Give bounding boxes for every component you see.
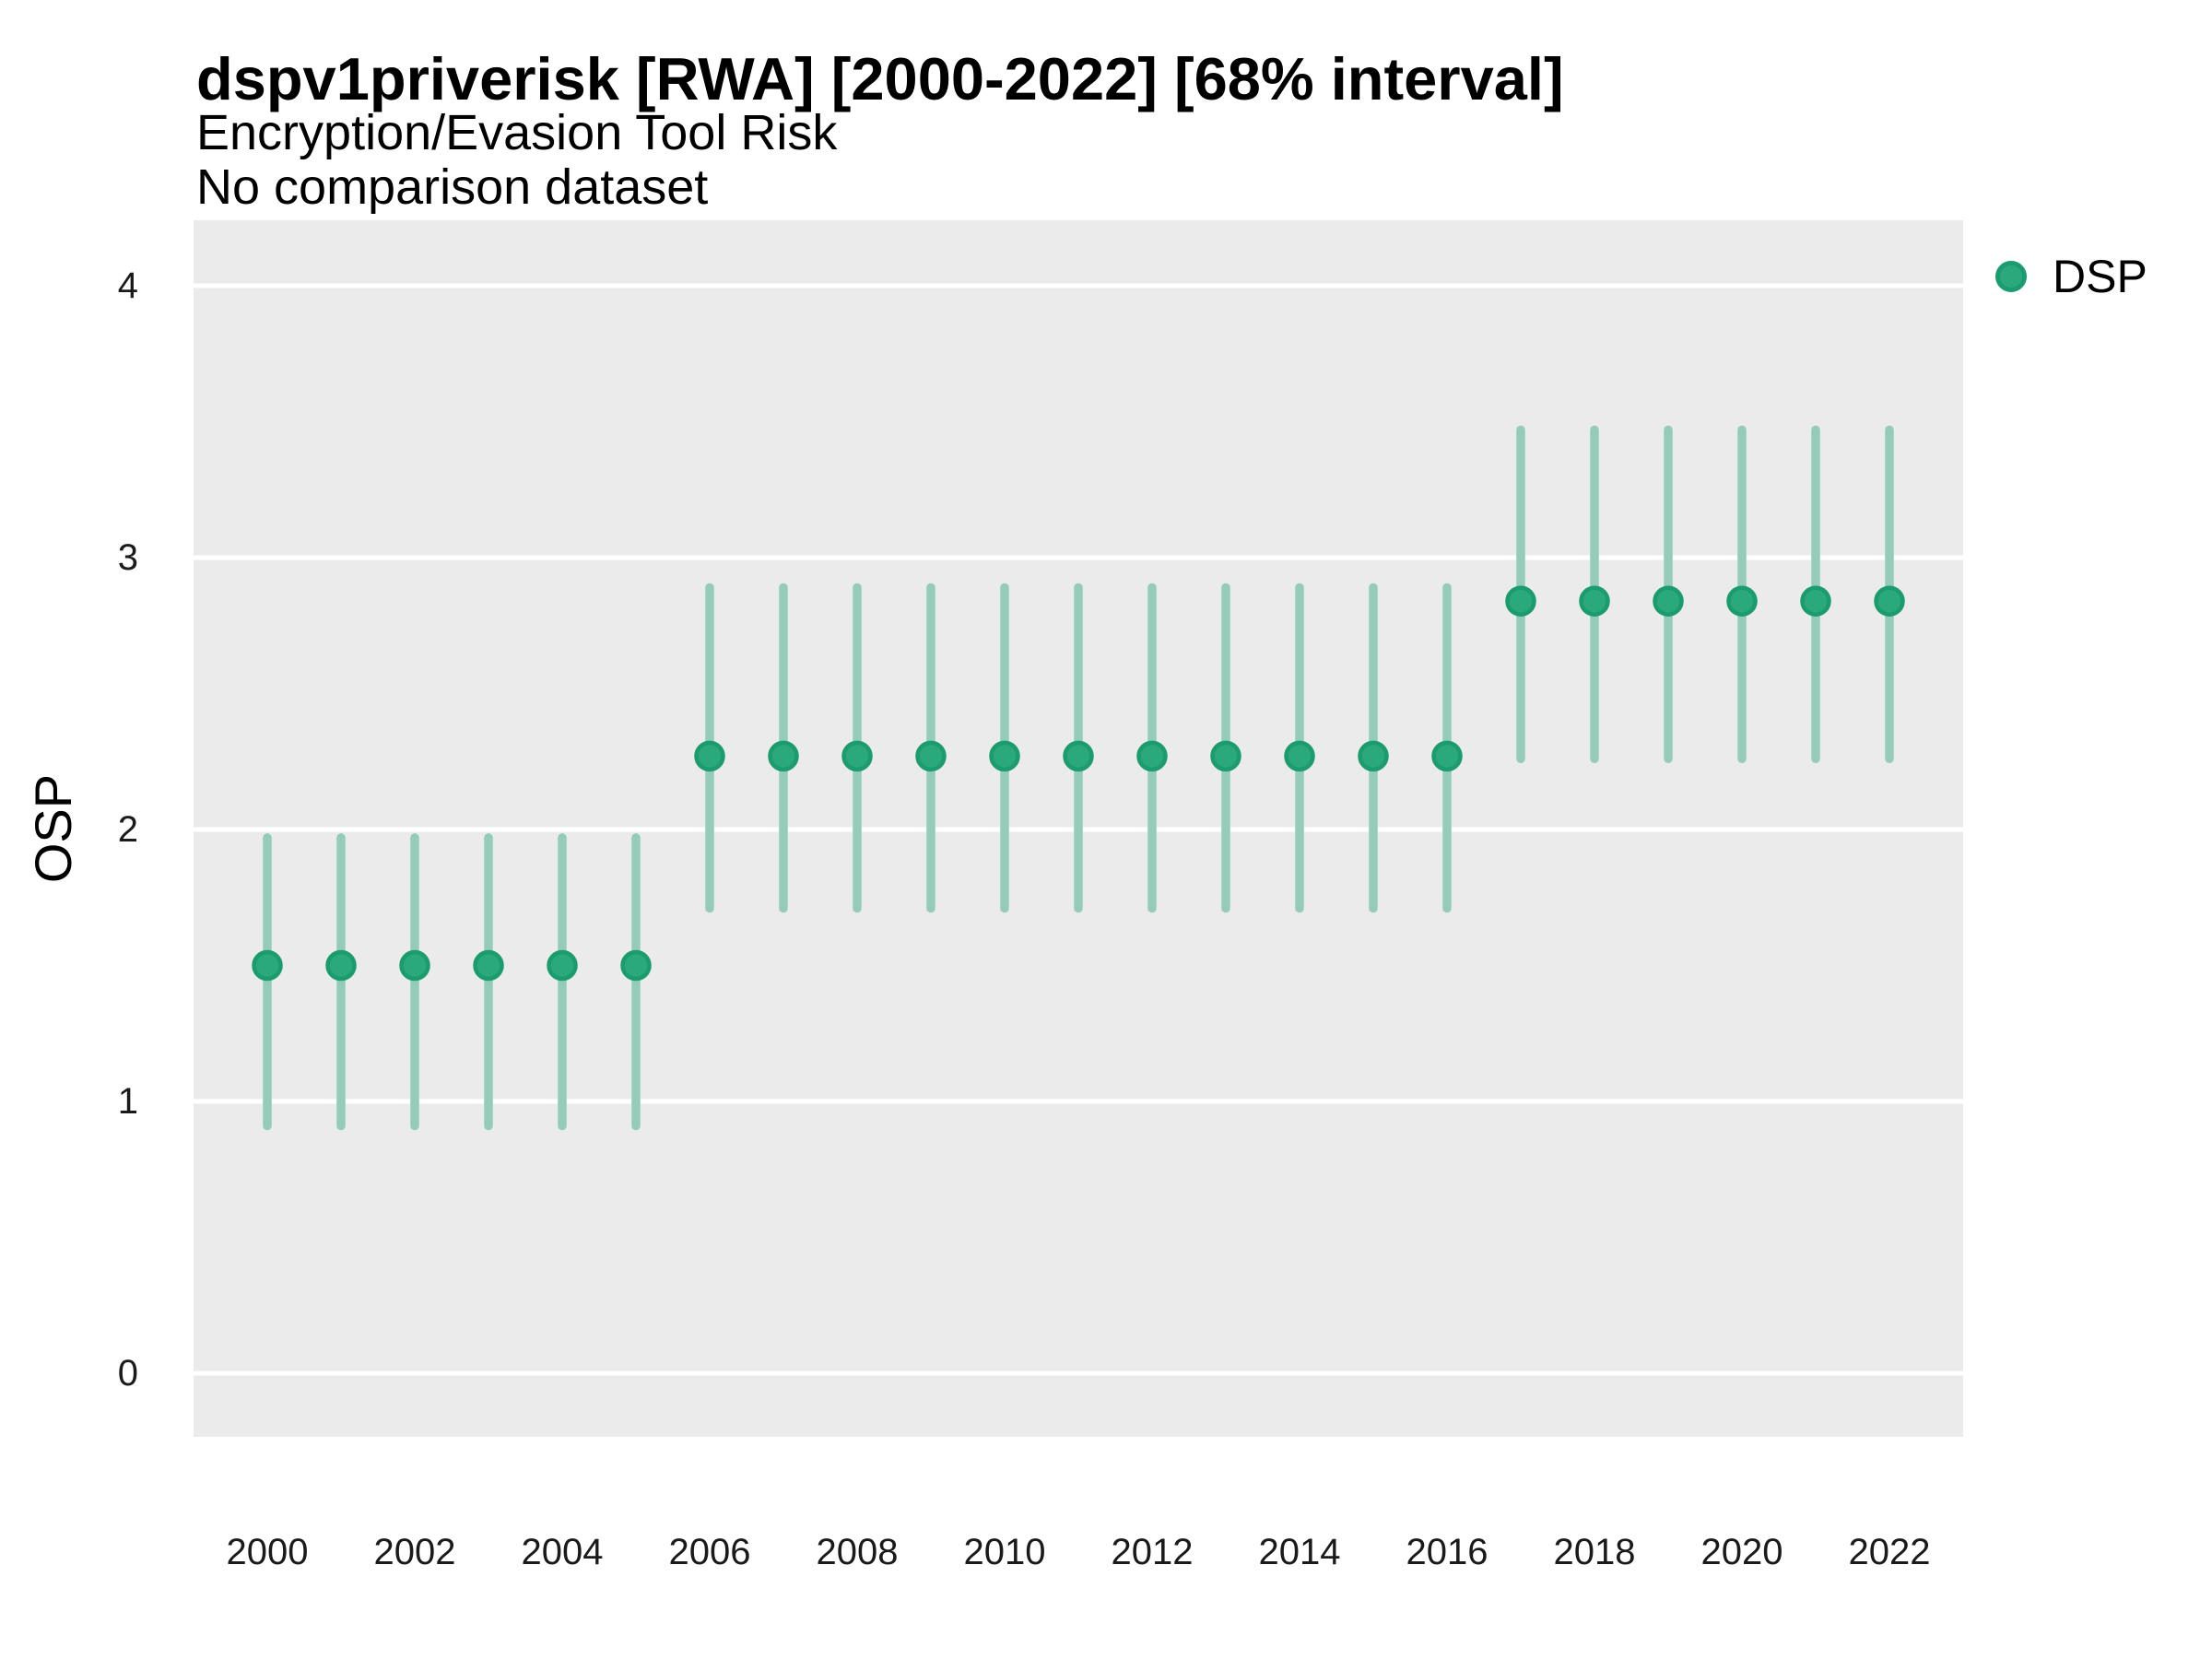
point-marker-2020 [1726,585,1758,617]
y-tick-label-3: 3 [117,537,138,578]
x-tick-label-2004: 2004 [521,1532,604,1572]
y-tick-label-2: 2 [117,809,138,850]
point-marker-2019 [1653,585,1684,617]
point-marker-2006 [694,740,725,772]
point-marker-2001 [325,949,357,982]
point-marker-2014 [1284,740,1315,772]
point-marker-2022 [1874,585,1905,617]
x-tick-label-2002: 2002 [373,1532,456,1572]
point-marker-2012 [1136,740,1168,772]
y-tick-label-0: 0 [117,1353,138,1394]
y-tick-label-1: 1 [117,1081,138,1122]
point-marker-2009 [915,740,947,772]
point-marker-2004 [547,949,578,982]
point-marker-2017 [1505,585,1536,617]
comparison-note: No comparison dataset [196,159,709,215]
point-marker-2002 [399,949,430,982]
y-tick-label-4: 4 [117,265,138,306]
x-tick-label-2016: 2016 [1406,1532,1488,1572]
point-marker-2003 [473,949,504,982]
legend-label-dsp: DSP [2053,251,2147,302]
point-marker-2007 [768,740,799,772]
point-marker-2021 [1800,585,1831,617]
point-marker-2015 [1358,740,1389,772]
point-marker-2005 [620,949,652,982]
pointrange-plot [194,283,1963,1376]
legend: DSP [1995,253,2212,316]
plot-panel [194,220,1963,1437]
point-marker-2016 [1431,740,1463,772]
chart-title: dspv1priverisk [RWA] [2000-2022] [68% in… [196,45,1564,112]
point-marker-2013 [1210,740,1241,772]
x-tick-label-2022: 2022 [1848,1532,1931,1572]
x-tick-label-2008: 2008 [816,1532,899,1572]
x-tick-label-2020: 2020 [1700,1532,1783,1572]
x-tick-label-2006: 2006 [668,1532,751,1572]
legend-marker-dsp-icon [1995,261,2027,292]
x-tick-label-2014: 2014 [1258,1532,1341,1572]
x-tick-label-2012: 2012 [1111,1532,1194,1572]
point-marker-2010 [989,740,1020,772]
x-tick-label-2010: 2010 [963,1532,1046,1572]
chart-subtitle: Encryption/Evasion Tool Risk [196,105,838,160]
x-tick-label-2000: 2000 [226,1532,309,1572]
point-marker-2008 [841,740,873,772]
point-marker-2018 [1579,585,1610,617]
point-marker-2011 [1063,740,1094,772]
point-marker-2000 [252,949,283,982]
x-tick-label-2018: 2018 [1553,1532,1636,1572]
